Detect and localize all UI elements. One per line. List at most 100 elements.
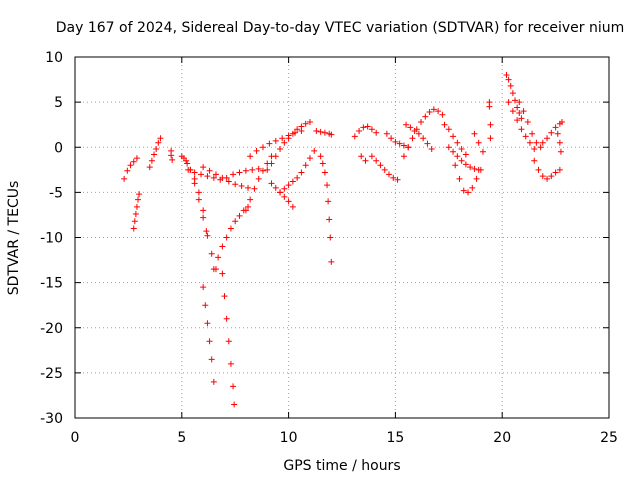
data-point xyxy=(155,139,162,146)
data-point xyxy=(253,147,260,154)
data-point xyxy=(153,146,160,153)
data-point xyxy=(360,124,367,131)
data-point xyxy=(439,111,446,118)
data-point xyxy=(272,137,279,144)
data-point xyxy=(529,130,536,137)
data-point xyxy=(556,166,563,173)
data-point xyxy=(204,232,211,239)
series-arc-35 xyxy=(554,130,564,155)
data-point xyxy=(518,126,525,133)
data-point xyxy=(526,139,533,146)
y-tick-label: 10 xyxy=(45,50,63,66)
data-point xyxy=(195,189,202,196)
data-point xyxy=(319,160,326,167)
data-point xyxy=(409,135,416,142)
data-point xyxy=(556,139,563,146)
data-point xyxy=(285,135,292,142)
data-point xyxy=(539,173,546,180)
data-point xyxy=(531,146,538,153)
data-point xyxy=(400,153,407,160)
data-point xyxy=(285,198,292,205)
data-point xyxy=(533,139,540,146)
data-point xyxy=(328,258,335,265)
data-point xyxy=(454,153,461,160)
data-point xyxy=(191,169,198,176)
data-point xyxy=(465,189,472,196)
data-point xyxy=(471,165,478,172)
data-point xyxy=(215,254,222,261)
data-point xyxy=(148,157,155,164)
data-point xyxy=(195,196,202,203)
data-point xyxy=(326,216,333,223)
data-point xyxy=(225,338,232,345)
data-point xyxy=(351,133,358,140)
x-tick-label: 20 xyxy=(493,430,511,446)
data-point xyxy=(400,142,407,149)
data-point xyxy=(302,162,309,169)
data-point xyxy=(388,135,395,142)
data-point xyxy=(131,218,138,225)
x-tick-labels: 0 5 10 15 20 25 xyxy=(71,430,618,446)
data-point xyxy=(210,266,217,273)
data-point xyxy=(191,180,198,187)
series-arc-20 xyxy=(358,153,369,164)
data-point xyxy=(368,126,375,133)
data-point xyxy=(456,175,463,182)
data-point xyxy=(441,121,448,128)
data-point xyxy=(516,109,523,116)
data-point xyxy=(219,174,226,181)
data-point xyxy=(168,152,175,159)
data-points xyxy=(121,72,566,408)
data-point xyxy=(255,175,262,182)
data-point xyxy=(231,401,238,408)
data-point xyxy=(232,181,239,188)
data-point xyxy=(298,169,305,176)
data-point xyxy=(298,123,305,130)
y-tick-label: 5 xyxy=(54,95,63,111)
data-point xyxy=(503,72,510,79)
data-point xyxy=(169,156,176,163)
y-tick-label: 0 xyxy=(54,140,63,156)
data-point xyxy=(516,99,523,106)
data-point xyxy=(132,211,139,218)
data-point xyxy=(277,189,284,196)
data-point xyxy=(223,315,230,322)
data-point xyxy=(321,129,328,136)
data-point xyxy=(212,171,219,178)
data-point xyxy=(471,130,478,137)
data-point xyxy=(306,118,313,125)
data-point xyxy=(394,176,401,183)
data-point xyxy=(272,153,279,160)
data-point xyxy=(183,157,190,164)
data-point xyxy=(204,320,211,327)
data-point xyxy=(552,124,559,131)
data-point xyxy=(146,164,153,171)
data-point xyxy=(268,160,275,167)
data-point xyxy=(133,155,140,162)
y-axis-title: SDTVAR / TECUs xyxy=(6,181,22,296)
data-point xyxy=(281,185,288,192)
data-point xyxy=(396,140,403,147)
series-arc-12 xyxy=(242,153,275,214)
data-point xyxy=(313,128,320,135)
data-point xyxy=(462,161,469,168)
data-point xyxy=(124,167,131,174)
data-point xyxy=(327,234,334,241)
data-point xyxy=(279,135,286,142)
data-point xyxy=(294,174,301,181)
data-point xyxy=(206,167,213,174)
x-tick-label: 25 xyxy=(600,430,618,446)
series-arc-31 xyxy=(505,99,538,153)
data-point xyxy=(247,153,254,160)
data-point xyxy=(487,121,494,128)
data-point xyxy=(430,106,437,113)
data-point xyxy=(428,146,435,153)
data-point xyxy=(302,120,309,127)
data-point xyxy=(383,130,390,137)
data-point xyxy=(184,160,191,167)
y-tick-label: -25 xyxy=(40,366,63,382)
series-arc-07 xyxy=(210,203,252,273)
series-arc-17 xyxy=(313,128,335,138)
data-point xyxy=(548,129,555,136)
